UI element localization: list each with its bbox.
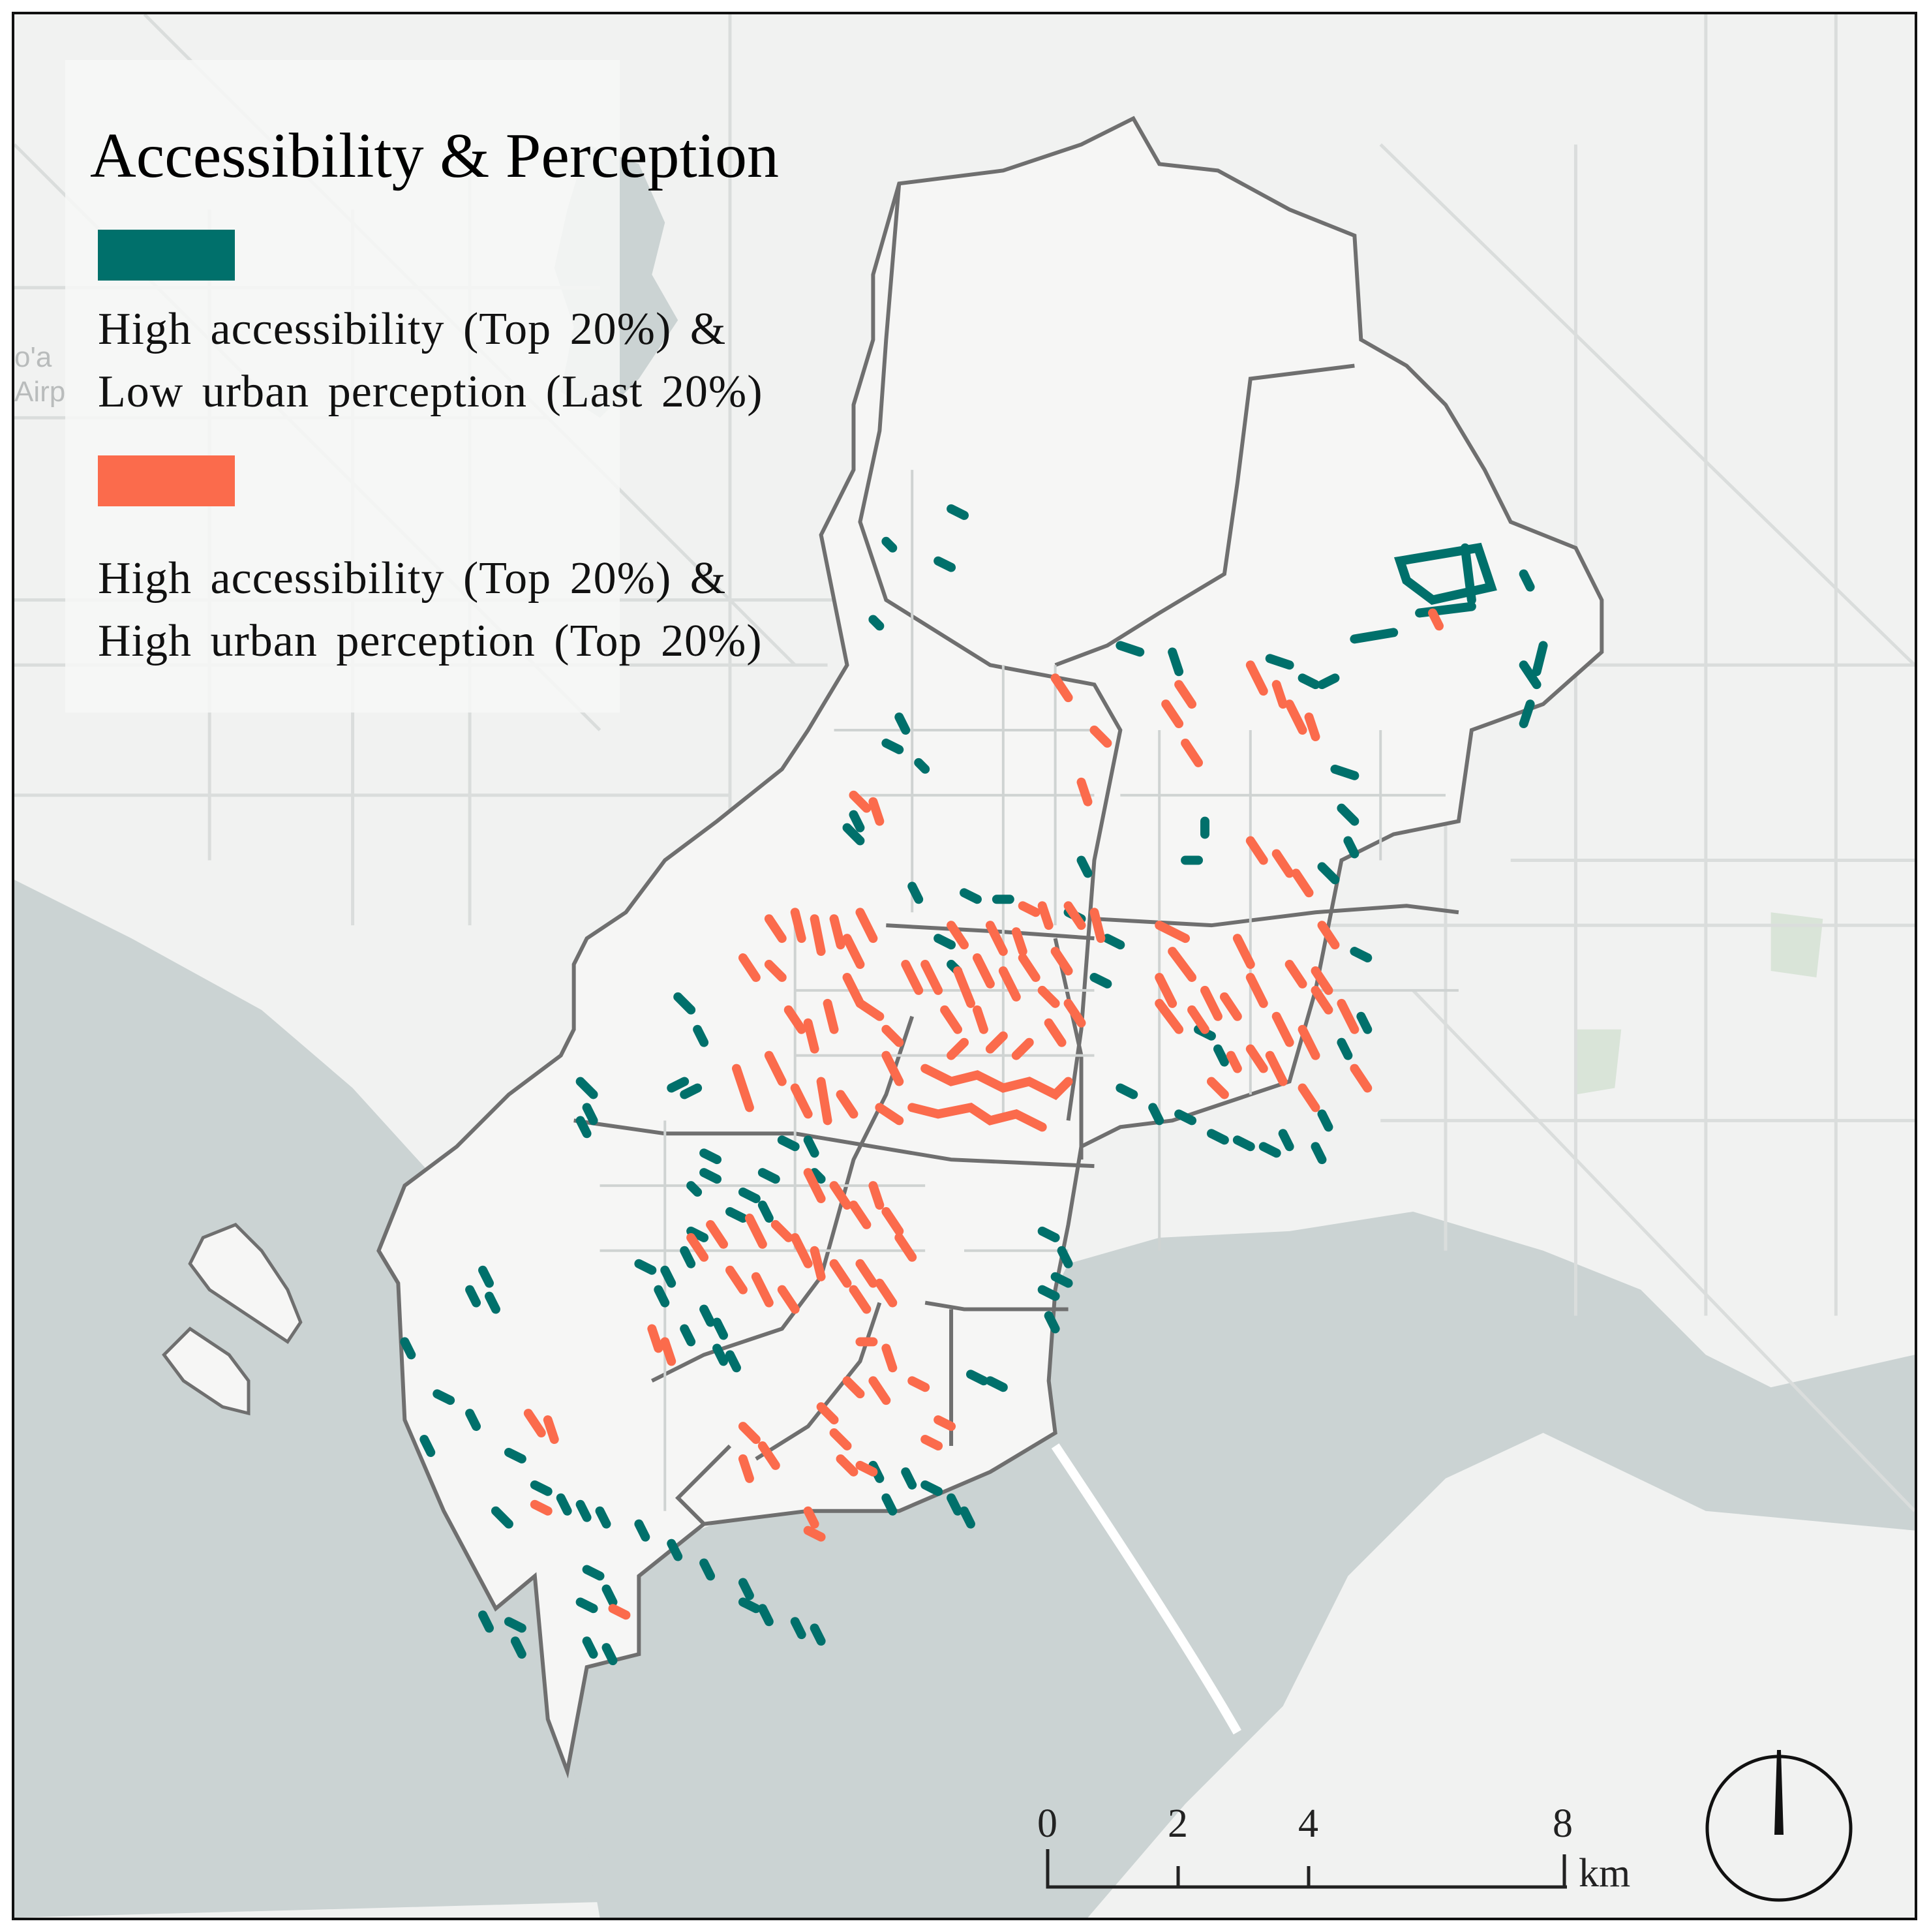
scale-tick-0: 0 (1037, 1802, 1057, 1846)
low-perception-segments (400, 504, 1548, 1666)
island-2 (162, 1326, 251, 1416)
legend-title: Accessibility & Perception (90, 121, 779, 191)
legend: Accessibility & Perception (65, 60, 779, 713)
legend-swatch-high-perception (98, 455, 235, 506)
basemap-label-line1: o'a (14, 341, 52, 373)
legend-item-1-line1: High accessibility (Top 20%) & (98, 304, 727, 354)
water-west-bay (14, 880, 626, 1918)
basemap-place-label: o'a Airp (14, 341, 65, 410)
scale-tick-4: 4 (1298, 1802, 1318, 1846)
scale-tick-2: 2 (1168, 1802, 1188, 1846)
scale-tick-8: 8 (1553, 1802, 1573, 1846)
island-1 (188, 1222, 303, 1344)
high-perception-segments (523, 608, 1444, 1620)
legend-item-2-line2: High urban perception (Top 20%) (98, 616, 763, 666)
scale-bar (1046, 1849, 1567, 1889)
water-south-bay (521, 1211, 1915, 1918)
scale-unit: km (1579, 1851, 1631, 1895)
legend-swatch-low-perception (98, 230, 235, 281)
legend-item-2-line1: High accessibility (Top 20%) & (98, 553, 727, 604)
north-arrow-icon (1705, 1750, 1853, 1902)
basemap-label-line2: Airp (14, 375, 66, 408)
legend-item-1-line2: Low urban perception (Last 20%) (98, 367, 763, 417)
map-frame: o'a Airp Accessibility & Perception High… (12, 12, 1917, 1920)
study-area (376, 115, 1604, 1779)
bridge (1051, 1443, 1241, 1735)
